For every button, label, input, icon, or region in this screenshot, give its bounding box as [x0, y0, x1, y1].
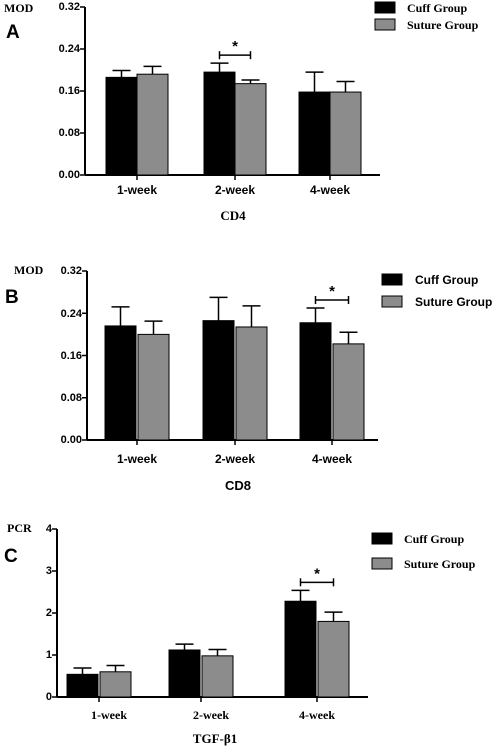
panel-a-ylabel: MOD [4, 1, 34, 15]
bar-suture [99, 671, 132, 698]
panel-c-legend-label-cuff: Cuff Group [404, 532, 464, 546]
panel-b-ytick: 0.08 [61, 392, 82, 404]
panel-a-ytick: 0.32 [59, 1, 80, 13]
panel-a-ytick: 0.24 [59, 43, 81, 55]
panel-a: A MOD 0.32 0.24 0.16 0.08 0.00 * 1-week … [4, 1, 479, 223]
panel-b-legend-label-suture: Suture Group [415, 295, 492, 309]
panel-c-ytick: 2 [46, 607, 52, 619]
bar-suture [234, 83, 267, 176]
panel-c-ytick: 0 [46, 691, 52, 703]
bar-cuff [168, 649, 201, 698]
panel-b-xcat: 4-week [312, 452, 352, 466]
panel-b-ytick: 0.32 [61, 265, 82, 277]
panel-b-ytick: 0.16 [61, 350, 82, 362]
panel-b-legend: Cuff Group Suture Group [381, 273, 492, 309]
panel-b-ylabel: MOD [14, 263, 44, 277]
panel-c-legend-swatch-cuff [371, 532, 393, 545]
panel-a-xcat: 2-week [215, 183, 255, 197]
bar-cuff [104, 325, 137, 441]
panel-c-xcat: 2-week [193, 708, 229, 722]
bar-cuff [298, 91, 331, 176]
panel-c: C PCR 4 3 2 1 0 * 1-week 2-week 4-week T… [4, 521, 476, 746]
panel-b-legend-label-cuff: Cuff Group [415, 273, 478, 287]
panel-a-plot: * [80, 6, 380, 180]
panel-c-legend: Cuff Group Suture Group [371, 532, 476, 571]
panel-c-yticks: 4 3 2 1 0 [46, 523, 53, 703]
panel-c-ylabel: PCR [7, 521, 32, 535]
panel-a-ytick: 0.00 [59, 169, 80, 181]
significance-star: * [329, 283, 335, 300]
panel-c-xcat: 4-week [299, 708, 335, 722]
panel-b-xtitle: CD8 [225, 478, 251, 493]
panel-b-ytick: 0.24 [61, 308, 83, 320]
panel-a-letter: A [6, 22, 20, 43]
significance-star: * [314, 565, 320, 582]
bar-cuff [284, 600, 317, 698]
panel-a-xtitle: CD4 [220, 208, 246, 223]
panel-c-legend-swatch-suture [371, 557, 393, 570]
panel-a-xcats: 1-week 2-week 4-week [117, 183, 350, 197]
panel-a-ytick: 0.16 [59, 85, 80, 97]
panel-a-legend-label-cuff: Cuff Group [407, 1, 467, 15]
panel-b-legend-swatch-cuff [381, 273, 403, 286]
bar-suture [137, 333, 170, 441]
bar-cuff [66, 673, 99, 698]
panel-c-plot: * [52, 528, 368, 702]
panel-c-legend-label-suture: Suture Group [404, 557, 476, 571]
panel-a-legend: Cuff Group Suture Group [374, 1, 479, 32]
panel-b-plot: * [82, 270, 378, 445]
bar-suture [136, 73, 169, 176]
panel-b-xcat: 2-week [215, 452, 255, 466]
bar-suture [201, 655, 234, 698]
panel-b-yticks: 0.32 0.24 0.16 0.08 0.00 [61, 265, 83, 446]
bar-cuff [203, 71, 236, 176]
panel-c-xtitle: TGF-β1 [193, 731, 237, 746]
bar-cuff [299, 322, 332, 441]
panel-a-xcat: 4-week [310, 183, 350, 197]
panel-a-legend-label-suture: Suture Group [407, 18, 479, 32]
bar-cuff [105, 76, 138, 176]
bar-suture [329, 91, 362, 176]
bar-cuff [202, 320, 235, 441]
panel-b-xcats: 1-week 2-week 4-week [117, 452, 352, 466]
bar-suture [317, 620, 350, 698]
bar-suture [235, 326, 268, 441]
panel-a-ytick: 0.08 [59, 127, 80, 139]
panel-c-ytick: 3 [46, 565, 52, 577]
panel-c-xcats: 1-week 2-week 4-week [91, 708, 335, 722]
bar-suture [332, 343, 365, 441]
panel-c-ytick: 1 [46, 649, 52, 661]
panel-a-legend-swatch-suture [374, 18, 396, 31]
panel-a-yticks: 0.32 0.24 0.16 0.08 0.00 [59, 1, 81, 181]
panel-b-legend-swatch-suture [381, 295, 403, 308]
panel-c-ytick: 4 [46, 523, 53, 535]
panel-b: B MOD 0.32 0.24 0.16 0.08 0.00 * 1-week … [5, 263, 492, 493]
significance-star: * [232, 38, 238, 55]
panel-b-xcat: 1-week [117, 452, 157, 466]
panel-a-legend-swatch-cuff [374, 1, 396, 14]
panel-c-xcat: 1-week [91, 708, 127, 722]
panel-c-letter: C [4, 546, 18, 567]
panel-a-xcat: 1-week [117, 183, 157, 197]
panel-b-ytick: 0.00 [61, 434, 82, 446]
panel-b-letter: B [5, 287, 19, 308]
